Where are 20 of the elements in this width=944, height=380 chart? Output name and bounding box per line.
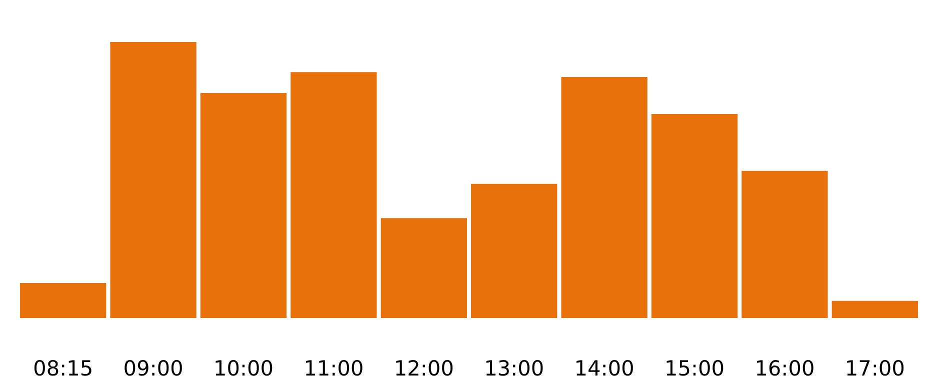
bar <box>380 218 467 318</box>
x-tick-label: 08:15 <box>34 360 92 376</box>
x-tick-label: 09:00 <box>124 360 182 376</box>
x-tick-label: 13:00 <box>486 360 543 376</box>
x-tick-label: 10:00 <box>216 360 272 376</box>
bar <box>742 170 828 318</box>
x-tick-label: 11:00 <box>306 360 362 376</box>
bar <box>20 282 106 318</box>
x-tick-label: 14:00 <box>576 360 633 376</box>
x-tick-label: 15:00 <box>666 360 724 376</box>
x-tick-label: 17:00 <box>847 360 904 376</box>
bar <box>561 77 648 318</box>
bar <box>651 114 738 318</box>
bar <box>471 184 558 318</box>
bar <box>290 72 377 318</box>
bar <box>200 93 287 318</box>
bar <box>832 300 918 318</box>
bar <box>110 42 196 318</box>
x-tick-label: 16:00 <box>756 360 814 376</box>
x-tick-label: 12:00 <box>396 360 453 376</box>
